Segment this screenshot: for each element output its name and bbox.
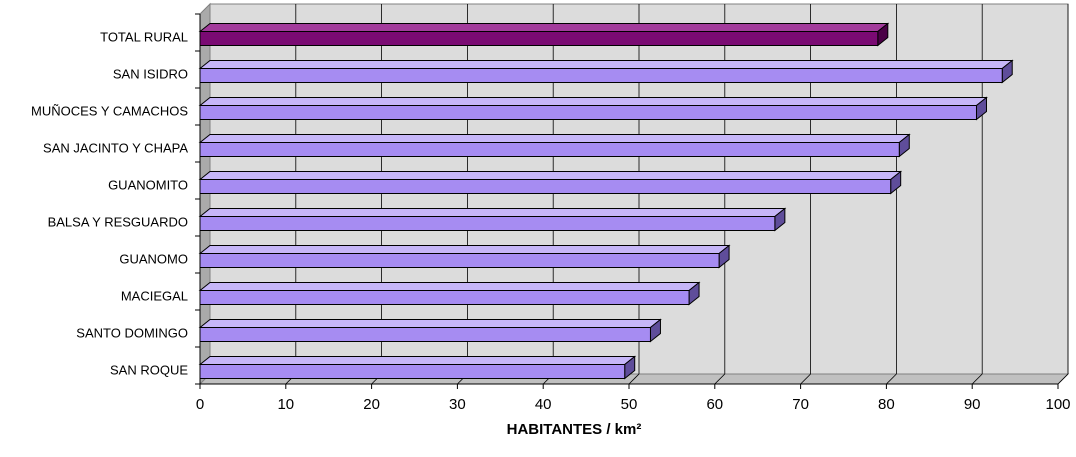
category-label: MUÑOCES Y CAMACHOS (31, 104, 188, 119)
category-label: SAN ISIDRO (113, 67, 188, 82)
x-axis: 0 10 20 30 40 50 60 70 80 90 100 (195, 13, 1071, 413)
bar-top (198, 356, 637, 365)
gridline (971, 373, 983, 385)
gridline (886, 373, 897, 385)
bar-front (199, 105, 977, 120)
x-tick-label: 90 (964, 396, 981, 413)
bar (198, 207, 787, 232)
x-tick-label: 40 (535, 396, 552, 413)
bar (198, 281, 701, 306)
bar-top (198, 319, 662, 328)
bars (198, 22, 1014, 380)
x-tick-label: 30 (449, 396, 466, 413)
bar-top (198, 245, 731, 254)
x-tick-label: 50 (621, 396, 638, 413)
bar-front (199, 253, 720, 268)
bar-front (199, 327, 651, 342)
category-label: SAN JACINTO Y CHAPA (43, 141, 188, 156)
bar (198, 96, 988, 121)
x-tick-label: 10 (277, 396, 294, 413)
bar-top (198, 23, 890, 32)
category-labels: TOTAL RURAL SAN ISIDRO MUÑOCES Y CAMACHOS S… (31, 30, 188, 378)
x-tick-label: 100 (1045, 396, 1070, 413)
bar (198, 22, 890, 47)
bar (198, 59, 1014, 84)
bar (198, 170, 903, 195)
bar-front (199, 364, 626, 379)
category-label: SANTO DOMINGO (76, 326, 188, 341)
category-label: SAN ROQUE (110, 363, 188, 378)
category-label: TOTAL RURAL (100, 30, 188, 45)
bar-top (198, 171, 903, 180)
x-axis-title: HABITANTES / km² (507, 421, 642, 438)
bar (198, 318, 662, 343)
bar-front (199, 290, 690, 305)
category-label: MACIEGAL (121, 289, 188, 304)
bar (198, 244, 731, 269)
bar-front (199, 31, 879, 46)
bar-front (199, 216, 776, 231)
category-label: BALSA Y RESGUARDO (48, 215, 188, 230)
bar (198, 355, 637, 380)
x-tick-label: 70 (792, 396, 809, 413)
gridline (800, 373, 811, 385)
bar-front (199, 179, 892, 194)
bar-top (198, 282, 701, 291)
gridline (1057, 373, 1069, 385)
gridline (628, 373, 640, 385)
category-label: GUANOMO (119, 252, 188, 267)
category-label: GUANOMITO (108, 178, 188, 193)
bar-top (198, 60, 1014, 69)
x-tick-label: 80 (878, 396, 895, 413)
x-tick-label: 20 (363, 396, 380, 413)
x-tick-label: 0 (196, 396, 204, 413)
bar-top (198, 97, 988, 106)
bar-front (199, 142, 900, 157)
gridline (714, 373, 726, 385)
bar-top (198, 134, 911, 143)
x-tick-label: 60 (706, 396, 723, 413)
bar-top (198, 208, 787, 217)
bar-front (199, 68, 1003, 83)
bar (198, 133, 911, 158)
